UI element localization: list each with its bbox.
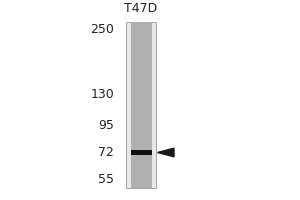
Bar — [130, 150, 152, 155]
Text: 55: 55 — [98, 173, 114, 186]
Polygon shape — [158, 148, 174, 157]
Bar — [126, 22, 156, 188]
Text: 250: 250 — [90, 23, 114, 36]
Text: 130: 130 — [90, 88, 114, 101]
Text: 72: 72 — [98, 146, 114, 159]
Text: 95: 95 — [98, 119, 114, 132]
Bar — [130, 22, 152, 188]
Text: T47D: T47D — [124, 2, 158, 15]
